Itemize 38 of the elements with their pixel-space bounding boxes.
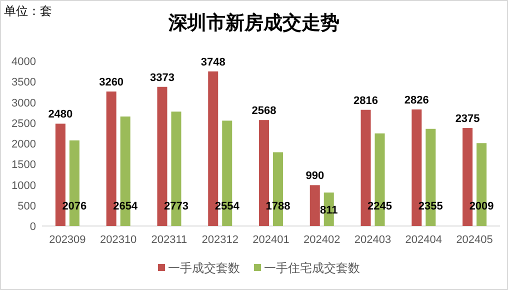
data-label: 2245 — [368, 200, 392, 212]
y-tick-label: 1000 — [12, 180, 36, 192]
data-label: 990 — [306, 170, 324, 182]
x-tick-label: 202404 — [405, 234, 442, 246]
y-tick-label: 3500 — [12, 76, 36, 89]
x-tick-label: 202405 — [456, 234, 493, 246]
x-tick-label: 202311 — [151, 234, 188, 246]
data-label: 2480 — [48, 108, 73, 121]
data-label: 2375 — [455, 113, 480, 126]
data-label: 2654 — [113, 200, 138, 212]
data-label: 2009 — [469, 200, 494, 212]
x-tick-label: 202402 — [304, 234, 340, 246]
bar — [310, 185, 320, 226]
y-tick-label: 3000 — [12, 97, 36, 110]
data-label: 2568 — [252, 105, 276, 118]
y-tick-label: 1500 — [12, 159, 36, 172]
data-label: 3748 — [200, 56, 226, 68]
data-label: 2355 — [418, 200, 443, 212]
y-tick-label: 500 — [18, 200, 36, 212]
y-tick-label: 4000 — [12, 56, 36, 68]
data-label: 2076 — [62, 200, 87, 212]
y-tick-label: 2000 — [12, 138, 36, 150]
y-tick-label: 2500 — [12, 118, 36, 130]
data-label: 2554 — [214, 200, 240, 212]
data-label: 1788 — [266, 200, 290, 212]
x-tick-label: 202309 — [49, 234, 86, 246]
data-label: 2826 — [404, 94, 429, 106]
data-label: 2773 — [164, 200, 188, 212]
data-label: 2816 — [354, 94, 378, 107]
x-tick-label: 202312 — [202, 234, 238, 246]
x-tick-label: 202401 — [252, 234, 290, 246]
data-label: 3373 — [150, 72, 174, 84]
x-tick-label: 202310 — [100, 234, 137, 246]
text: 单位：套 — [4, 4, 52, 18]
y-tick-label: 0 — [30, 221, 36, 233]
chart-title: 深圳市新房成交走势 — [168, 12, 340, 34]
data-label: 3260 — [99, 76, 124, 89]
x-tick-label: 202403 — [354, 234, 392, 246]
